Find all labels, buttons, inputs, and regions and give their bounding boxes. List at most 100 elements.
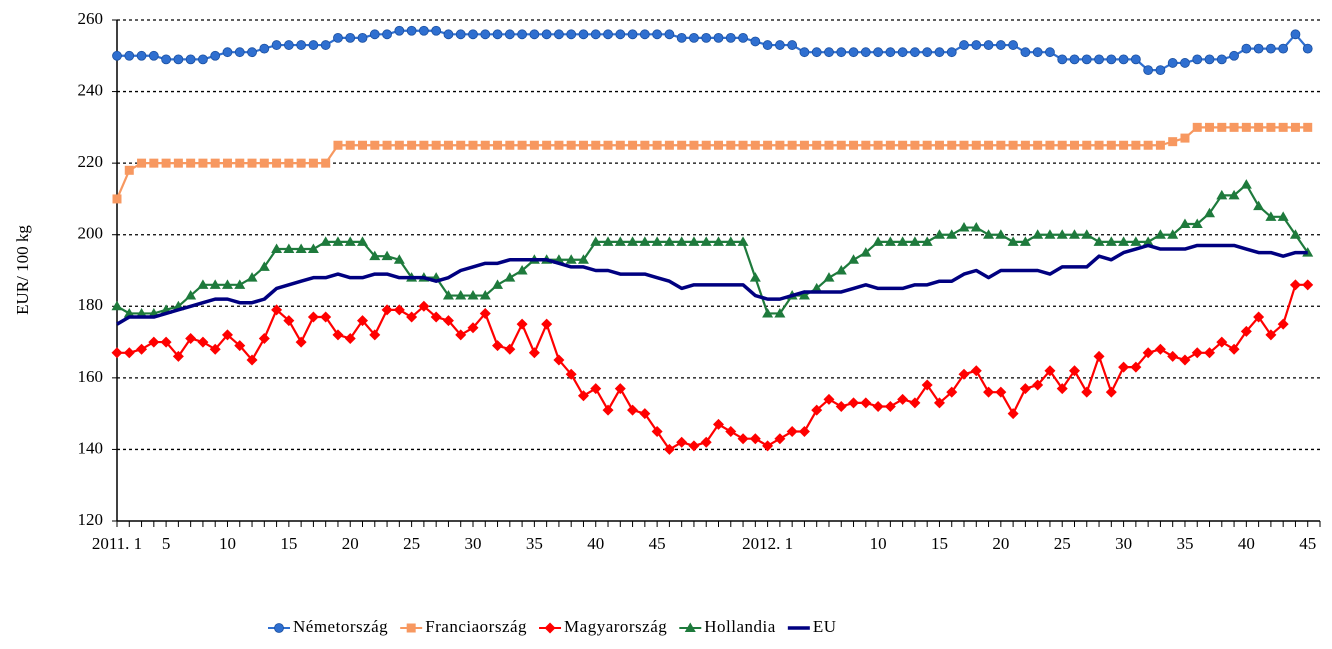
marker [247, 158, 257, 168]
marker [971, 140, 981, 150]
marker [1044, 365, 1056, 377]
marker [701, 140, 711, 150]
marker [1277, 318, 1289, 330]
marker [161, 158, 171, 168]
marker [443, 140, 453, 150]
marker [1118, 361, 1130, 373]
marker [1278, 122, 1288, 132]
marker [418, 25, 429, 36]
marker [897, 236, 909, 246]
marker [1179, 354, 1191, 366]
y-tick-label: 120 [78, 510, 104, 529]
marker [123, 307, 135, 318]
marker [1277, 211, 1289, 221]
marker [725, 32, 736, 43]
marker [786, 426, 798, 438]
marker [1032, 379, 1044, 391]
marker [468, 140, 478, 150]
marker [370, 140, 380, 150]
marker [860, 397, 872, 409]
marker [774, 307, 786, 318]
x-tick-label: 45 [1299, 534, 1316, 553]
marker [332, 329, 344, 341]
marker [406, 311, 418, 323]
marker [652, 29, 663, 40]
marker [468, 29, 478, 40]
marker [357, 32, 368, 43]
x-tick-label: 2011. 1 [92, 534, 142, 553]
marker [1216, 54, 1227, 65]
marker [1008, 40, 1019, 50]
marker [554, 140, 564, 150]
marker [542, 140, 552, 150]
marker [271, 304, 283, 316]
marker [738, 140, 748, 150]
marker [565, 368, 577, 380]
marker [1106, 54, 1117, 65]
marker [382, 140, 392, 150]
marker [1007, 408, 1019, 420]
marker [921, 236, 933, 246]
marker [947, 140, 957, 150]
marker [1265, 211, 1277, 221]
marker [885, 140, 895, 150]
x-tick-label: 5 [162, 534, 171, 553]
marker [602, 404, 614, 416]
marker [112, 194, 122, 204]
marker [246, 272, 258, 282]
marker [1119, 140, 1129, 150]
marker [946, 386, 958, 398]
marker [615, 140, 625, 150]
marker [614, 236, 626, 246]
marker [898, 140, 908, 150]
marker [578, 140, 588, 150]
marker [1130, 236, 1142, 246]
marker [627, 29, 638, 40]
marker [1289, 279, 1301, 291]
marker [934, 140, 944, 150]
marker [714, 140, 723, 150]
marker [320, 40, 331, 50]
marker [689, 140, 699, 150]
marker [124, 165, 134, 175]
marker [763, 140, 773, 150]
marker [1205, 122, 1215, 132]
marker [431, 140, 441, 150]
marker [1118, 54, 1129, 65]
marker [529, 29, 540, 40]
marker [235, 158, 245, 168]
marker [639, 29, 650, 40]
marker [320, 311, 332, 323]
marker [369, 29, 380, 40]
marker [627, 236, 639, 246]
marker [884, 400, 896, 412]
marker [307, 243, 319, 254]
marker [221, 279, 233, 289]
marker [430, 311, 442, 323]
marker [603, 29, 613, 40]
marker [897, 393, 909, 405]
marker [1032, 47, 1043, 58]
marker [234, 279, 246, 289]
marker [407, 140, 417, 150]
marker [848, 397, 860, 409]
marker [296, 40, 307, 50]
marker [1056, 229, 1068, 239]
marker [1228, 189, 1240, 200]
marker [553, 354, 565, 366]
marker [1094, 140, 1104, 150]
marker [259, 43, 270, 54]
y-tick-label: 260 [78, 9, 104, 28]
marker [271, 40, 282, 50]
marker [811, 47, 822, 58]
marker [652, 140, 662, 150]
marker [185, 54, 196, 65]
marker [983, 40, 994, 50]
marker [713, 418, 724, 430]
y-tick-label: 180 [78, 295, 104, 314]
marker [185, 290, 197, 300]
marker [835, 265, 847, 275]
marker [1142, 347, 1154, 359]
legend-label: Franciaország [425, 617, 527, 636]
marker [689, 32, 699, 43]
